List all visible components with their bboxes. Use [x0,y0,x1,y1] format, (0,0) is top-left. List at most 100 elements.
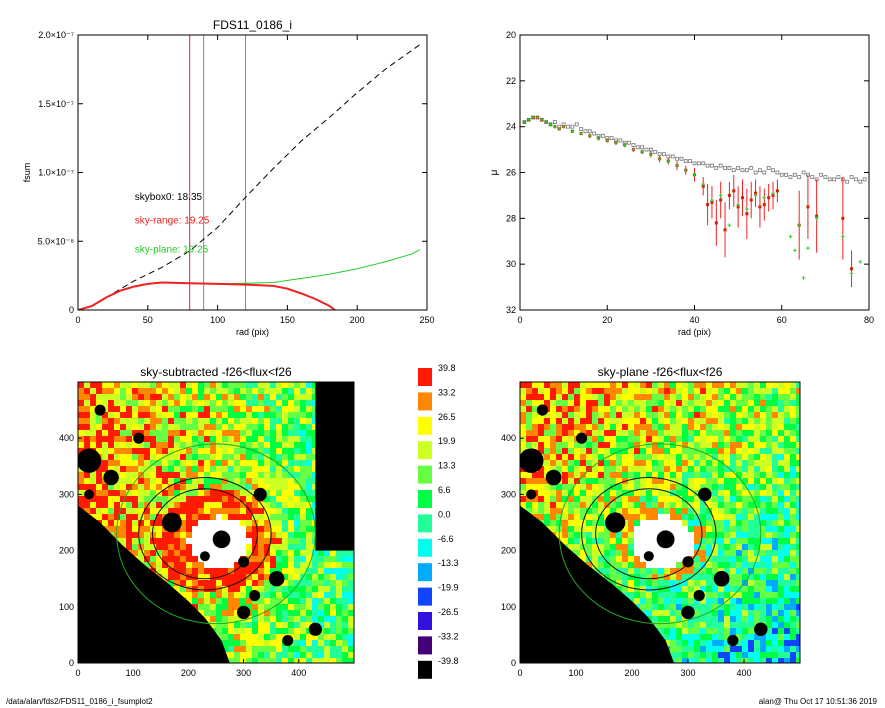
image-pixel [126,520,132,526]
image-pixel [544,442,550,448]
image-pixel [604,490,610,496]
image-pixel [796,586,800,592]
image-pixel [580,538,586,544]
image-pixel [342,550,348,556]
image-pixel [724,466,730,472]
image-pixel [126,496,132,502]
image-pixel [84,472,90,478]
image-pixel [78,472,84,478]
image-pixel [198,484,204,490]
image-pixel [102,388,108,394]
image-pixel [550,520,556,526]
image-pixel [628,472,634,478]
image-pixel [724,586,730,592]
annotation-red: sky-range: 19.25 [135,215,210,226]
image-pixel [204,394,210,400]
image-pixel [312,544,318,550]
image-pixel [742,658,748,663]
image-pixel [586,388,592,394]
image-pixel [730,382,736,388]
image-pixel [294,400,300,406]
image-pixel [724,538,730,544]
image-pixel [568,400,574,406]
image-pixel [126,526,132,532]
image-pixel [592,538,598,544]
image-pixel [730,556,736,562]
image-pixel [664,406,670,412]
image-pixel [144,424,150,430]
image-pixel [610,460,616,466]
image-pixel [598,514,604,520]
image-pixel [234,430,240,436]
image-pixel [186,490,192,496]
image-pixel [258,592,264,598]
image-pixel [174,388,180,394]
image-pixel [748,460,754,466]
image-pixel [676,628,682,634]
image-pixel [282,574,288,580]
image-pixel [276,556,282,562]
image-pixel [156,430,162,436]
image-pixel [640,412,646,418]
image-pixel [568,496,574,502]
data-point-gray [696,161,701,166]
image-pixel [766,580,772,586]
image-pixel [156,496,162,502]
image-pixel [700,514,706,520]
image-pixel [114,508,120,514]
image-pixel [790,538,796,544]
image-pixel [784,628,790,634]
image-pixel [282,400,288,406]
image-pixel [264,400,270,406]
image-pixel [664,628,670,634]
image-pixel [556,382,562,388]
image-pixel [300,556,306,562]
image-pixel [282,586,288,592]
image-pixel [772,556,778,562]
image-pixel [622,526,628,532]
image-pixel [586,496,592,502]
image-pixel [598,490,604,496]
image-pixel [568,454,574,460]
image-pixel [574,400,580,406]
image-pixel [568,418,574,424]
image-pixel [210,484,216,490]
image-pixel [276,526,282,532]
image-pixel [162,496,168,502]
image-pixel [574,538,580,544]
image-pixel [718,532,724,538]
image-pixel [234,490,240,496]
image-pixel [670,574,676,580]
axis-ytick-label: 0 [69,305,74,315]
image-pixel [742,604,748,610]
image-pixel [568,424,574,430]
image-pixel [96,388,102,394]
image-pixel [610,400,616,406]
image-pixel [312,466,318,472]
image-pixel [282,592,288,598]
image-pixel [306,508,312,514]
image-pixel [574,406,580,412]
image-pixel [694,640,700,646]
footer-timestamp: alan@ Thu Oct 17 10:51:36 2019 [758,697,877,706]
image-pixel [718,460,724,466]
image-pixel [736,478,742,484]
image-pixel [120,400,126,406]
image-pixel [772,574,778,580]
image-pixel [568,382,574,388]
image-pixel [102,424,108,430]
image-pixel [276,532,282,538]
image-xtick-label: 300 [680,668,695,678]
axis-ytick-label: 30 [506,259,516,269]
image-pixel [658,598,664,604]
image-pixel [252,658,258,663]
image-pixel [790,466,796,472]
image-pixel [700,562,706,568]
image-pixel [228,592,234,598]
image-pixel [264,514,270,520]
image-pixel [598,448,604,454]
image-pixel [282,460,288,466]
image-pixel [240,472,246,478]
image-pixel [520,490,526,496]
image-pixel [730,586,736,592]
